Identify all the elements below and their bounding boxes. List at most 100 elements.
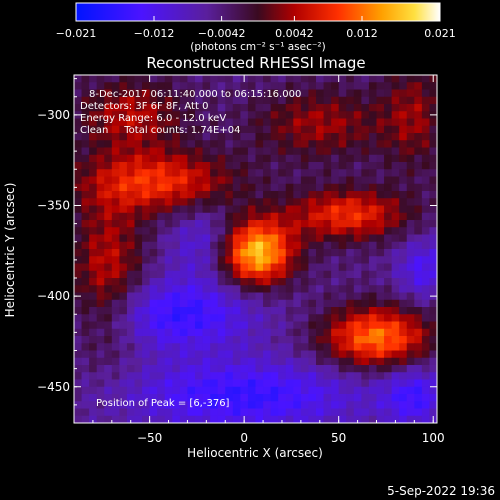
heatmap-cell <box>324 75 332 83</box>
heatmap-cell <box>218 75 226 83</box>
heatmap-cell <box>339 119 347 127</box>
heatmap-cell <box>399 133 407 141</box>
heatmap-cell <box>429 365 437 373</box>
heatmap-cell <box>82 285 90 293</box>
heatmap-cell <box>203 256 211 264</box>
heatmap-cell <box>203 169 211 177</box>
heatmap-cell <box>324 358 332 366</box>
heatmap-cell <box>384 409 392 417</box>
heatmap-cell <box>377 401 385 409</box>
heatmap-cell <box>271 191 279 199</box>
heatmap-cell <box>399 242 407 250</box>
heatmap-cell <box>119 278 127 286</box>
heatmap-cell <box>422 242 430 250</box>
heatmap-cell <box>278 336 286 344</box>
heatmap-cell <box>392 140 400 148</box>
heatmap-cell <box>286 133 294 141</box>
heatmap-cell <box>369 213 377 221</box>
heatmap-cell <box>97 365 105 373</box>
heatmap-cell <box>278 177 286 185</box>
heatmap-cell <box>414 365 422 373</box>
heatmap-cell <box>399 409 407 417</box>
heatmap-cell <box>399 264 407 272</box>
heatmap-cell <box>278 140 286 148</box>
heatmap-cell <box>293 358 301 366</box>
heatmap-cell <box>346 184 354 192</box>
heatmap-cell <box>308 126 316 134</box>
heatmap-cell <box>203 278 211 286</box>
heatmap-cell <box>278 220 286 228</box>
heatmap-cell <box>74 90 82 98</box>
heatmap-cell <box>354 155 362 163</box>
heatmap-cell <box>218 322 226 330</box>
heatmap-cell <box>308 198 316 206</box>
heatmap-cell <box>127 184 135 192</box>
heatmap-cell <box>308 351 316 359</box>
annotation-time: 8-Dec-2017 06:11:40.000 to 06:15:16.000 <box>89 89 301 100</box>
heatmap-cell <box>308 242 316 250</box>
heatmap-cell <box>407 162 415 170</box>
heatmap-cell <box>392 177 400 185</box>
heatmap-cell <box>119 293 127 301</box>
heatmap-cell <box>135 75 143 83</box>
heatmap-cell <box>157 155 165 163</box>
heatmap-cell <box>293 293 301 301</box>
heatmap-cell <box>301 365 309 373</box>
heatmap-cell <box>104 148 112 156</box>
heatmap-cell <box>339 271 347 279</box>
heatmap-cell <box>150 358 158 366</box>
heatmap-cell <box>399 184 407 192</box>
heatmap-cell <box>316 242 324 250</box>
heatmap-cell <box>301 119 309 127</box>
heatmap-cell <box>82 206 90 214</box>
heatmap-cell <box>324 307 332 315</box>
heatmap-cell <box>248 394 256 402</box>
heatmap-cell <box>339 191 347 199</box>
heatmap-cell <box>301 148 309 156</box>
heatmap-cell <box>142 227 150 235</box>
heatmap-cell <box>369 97 377 105</box>
heatmap-cell <box>384 191 392 199</box>
heatmap-cell <box>361 300 369 308</box>
heatmap-cell <box>369 162 377 170</box>
heatmap-cell <box>89 206 97 214</box>
heatmap-cell <box>240 409 248 417</box>
heatmap-cell <box>308 365 316 373</box>
heatmap-cell <box>384 97 392 105</box>
heatmap-cell <box>135 140 143 148</box>
heatmap-cell <box>142 198 150 206</box>
heatmap-cell <box>233 351 241 359</box>
heatmap-cell <box>293 169 301 177</box>
heatmap-cell <box>233 177 241 185</box>
heatmap-cell <box>172 271 180 279</box>
heatmap-cell <box>263 365 271 373</box>
heatmap-cell <box>172 285 180 293</box>
heatmap-cell <box>429 387 437 395</box>
heatmap-cell <box>324 264 332 272</box>
heatmap-cell <box>127 162 135 170</box>
heatmap-cell <box>308 358 316 366</box>
heatmap-cell <box>414 271 422 279</box>
heatmap-cell <box>89 300 97 308</box>
heatmap-cell <box>180 271 188 279</box>
heatmap-cell <box>172 249 180 257</box>
heatmap-cell <box>248 184 256 192</box>
heatmap-cell <box>316 104 324 112</box>
heatmap-cell <box>384 169 392 177</box>
heatmap-cell <box>301 329 309 337</box>
heatmap-cell <box>210 198 218 206</box>
heatmap-cell <box>429 351 437 359</box>
heatmap-cell <box>278 409 286 417</box>
heatmap-cell <box>278 271 286 279</box>
peak-position-label: Position of Peak = [6,-376] <box>96 398 230 409</box>
heatmap-cell <box>384 380 392 388</box>
heatmap-cell <box>324 380 332 388</box>
heatmap-cell <box>414 213 422 221</box>
heatmap-cell <box>346 227 354 235</box>
heatmap-cell <box>324 184 332 192</box>
heatmap-cell <box>97 148 105 156</box>
heatmap-cell <box>316 249 324 257</box>
heatmap-cell <box>293 191 301 199</box>
heatmap-cell <box>218 206 226 214</box>
heatmap-cell <box>165 285 173 293</box>
